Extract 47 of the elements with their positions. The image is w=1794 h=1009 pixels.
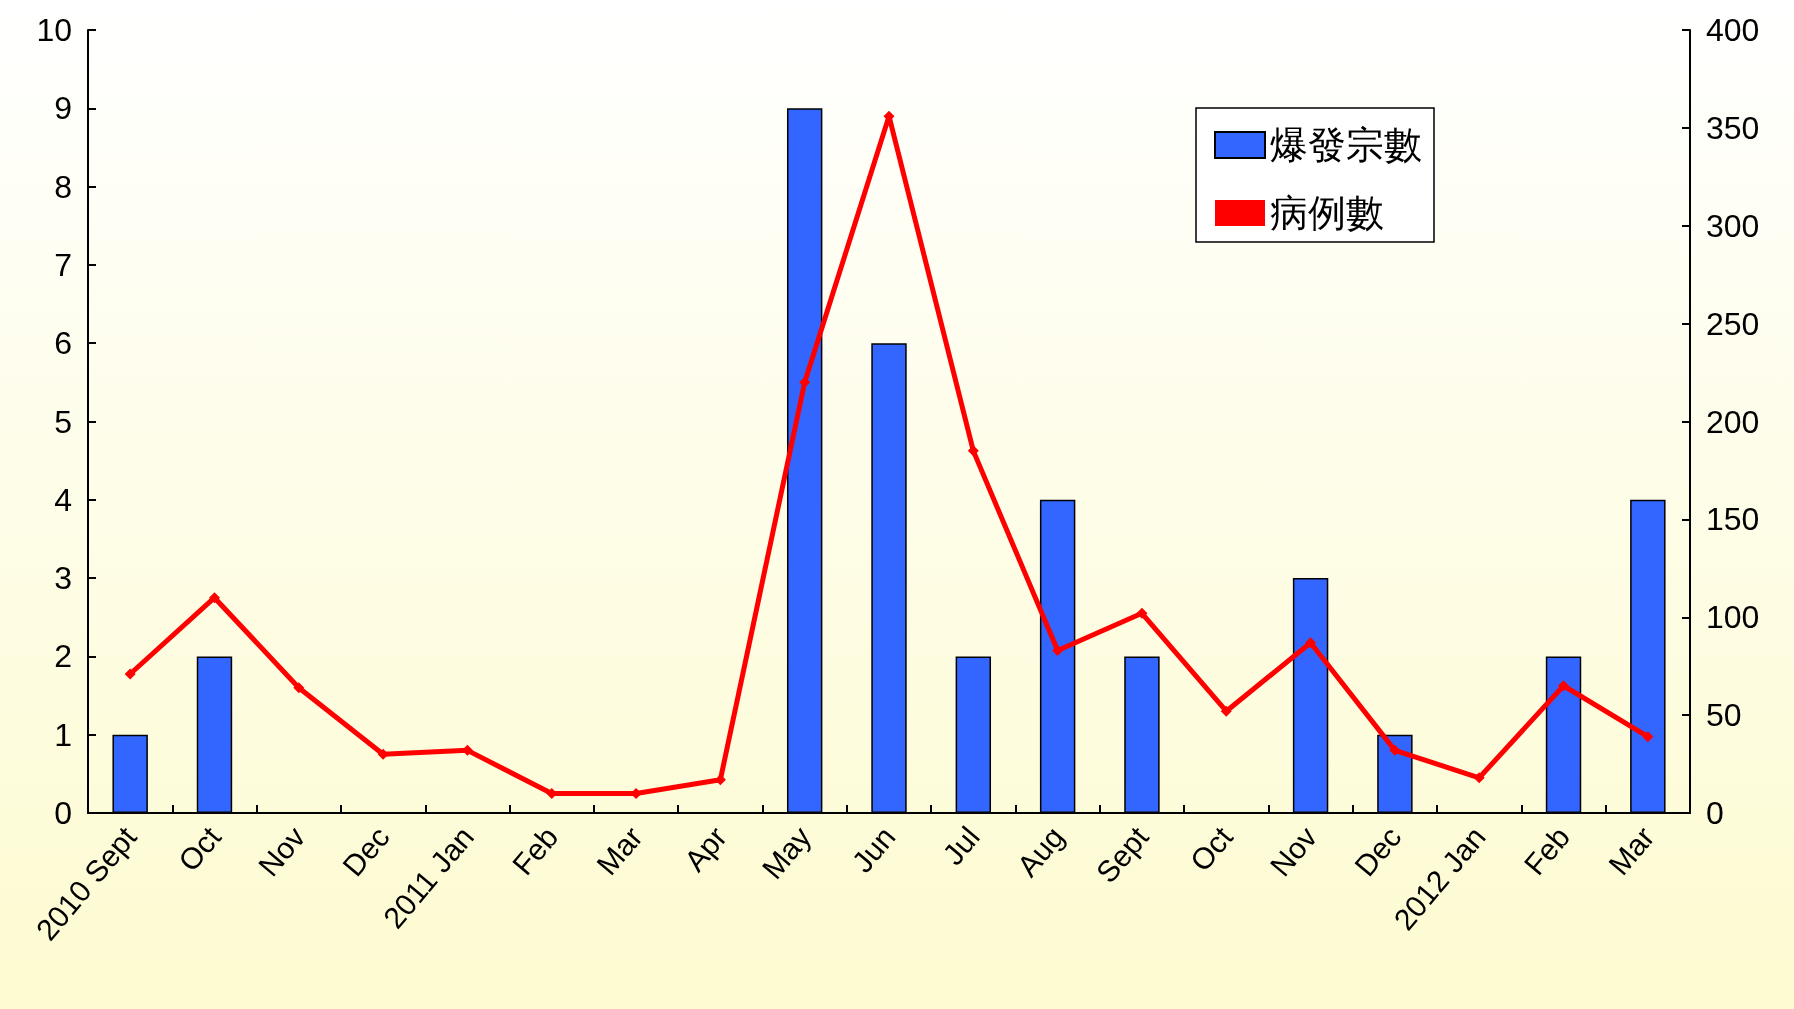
y2-tick-label: 50 xyxy=(1706,697,1742,734)
y2-tick-label: 150 xyxy=(1706,501,1760,538)
y-tick-label: 10 xyxy=(36,12,72,48)
y2-tick-label: 300 xyxy=(1706,207,1760,244)
point xyxy=(1558,680,1570,692)
x-tick-label: Mar xyxy=(590,820,649,882)
point xyxy=(967,445,979,457)
legend-label: 病例數 xyxy=(1270,192,1384,234)
y-tick-label: 4 xyxy=(54,481,72,518)
point xyxy=(1473,772,1485,784)
y2-tick-label: 350 xyxy=(1706,109,1760,146)
y2-tick-label: 0 xyxy=(1706,795,1724,831)
x-tick-label: Feb xyxy=(505,820,565,882)
x-tick-label: Jun xyxy=(845,820,902,879)
x-tick-label: Nov xyxy=(1263,820,1324,883)
legend-label: 爆發宗數 xyxy=(1270,124,1422,166)
y-tick-label: 0 xyxy=(54,795,72,831)
y-tick-label: 1 xyxy=(54,716,72,753)
x-tick-label: Mar xyxy=(1601,820,1661,882)
x-tick-label: Oct xyxy=(1183,819,1240,878)
y-tick-label: 3 xyxy=(54,560,72,597)
x-tick-label: Nov xyxy=(251,820,312,883)
x-tick-label: Apr xyxy=(677,820,734,878)
y2-tick-label: 400 xyxy=(1706,12,1760,48)
point xyxy=(293,682,305,694)
y-tick-label: 9 xyxy=(54,90,72,127)
point xyxy=(1136,607,1148,619)
x-tick-label: Feb xyxy=(1517,820,1577,882)
y2-tick-label: 200 xyxy=(1706,403,1760,440)
point xyxy=(1305,637,1317,649)
point xyxy=(124,668,136,680)
x-tick-label: Oct xyxy=(171,819,228,878)
y-tick-label: 2 xyxy=(54,638,72,675)
point xyxy=(1389,744,1401,756)
y-tick-label: 6 xyxy=(54,325,72,362)
y-tick-label: 8 xyxy=(54,168,72,205)
x-tick-label: Jul xyxy=(936,820,986,871)
y-tick-label: 5 xyxy=(54,403,72,440)
point xyxy=(208,592,220,604)
y-tick-label: 7 xyxy=(54,246,72,283)
y2-tick-label: 250 xyxy=(1706,305,1760,342)
point xyxy=(1642,731,1654,743)
y2-tick-label: 100 xyxy=(1706,599,1760,636)
point xyxy=(799,376,811,388)
point xyxy=(1052,645,1064,657)
point xyxy=(1220,705,1232,717)
x-tick-label: Aug xyxy=(1010,820,1071,883)
